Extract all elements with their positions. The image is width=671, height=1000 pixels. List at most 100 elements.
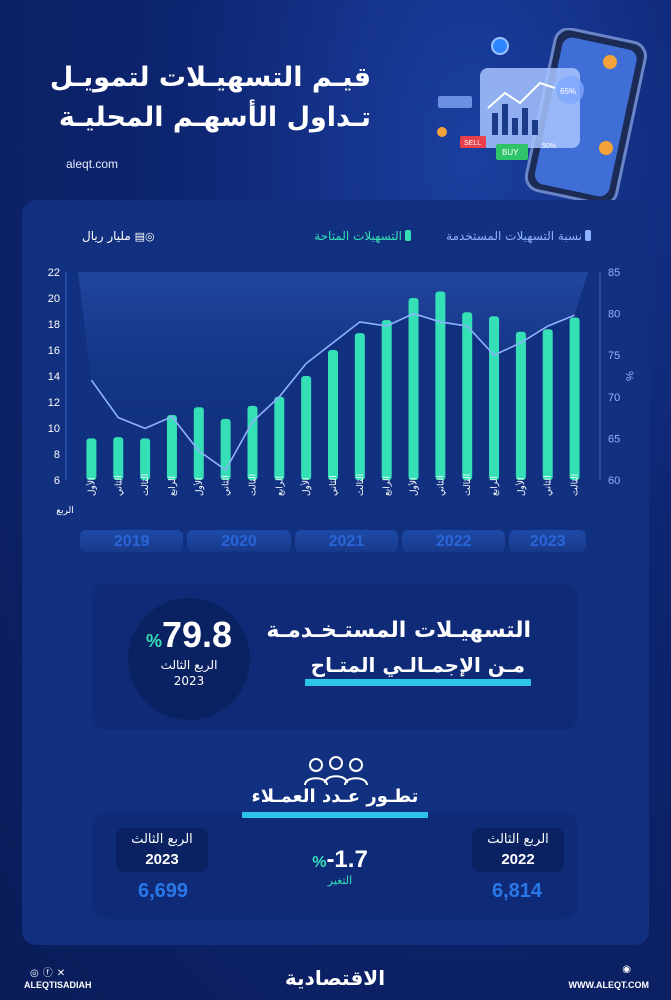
- bar-available-3: [140, 438, 151, 480]
- y-left-tick-label: 18: [48, 319, 60, 331]
- quarter-tick-label: الأول: [515, 477, 527, 496]
- y-left-tick-label: 10: [48, 423, 60, 435]
- y-left-tick-label: 14: [48, 371, 60, 383]
- highlight-caption: التسهيـلات المستـخـدمـة مـن الإجمـالـي ا…: [266, 618, 531, 686]
- bar-available-5: [193, 407, 204, 480]
- quarter-tick-label: الأول: [193, 477, 205, 496]
- legend-available-swatch: [405, 230, 411, 241]
- users-icon: [304, 756, 368, 786]
- website-link[interactable]: WWW.ALEQT.COM: [568, 980, 650, 990]
- bar-line-chart: 6 8 10 12 14 16 18 20 22 60 65 70 75 80 85% الأول الثاني…: [48, 267, 635, 516]
- y-right-tick-label: 80: [608, 309, 620, 321]
- buy-label: BUY: [502, 148, 519, 157]
- clients-change-value: -1.7: [326, 846, 368, 873]
- quarter-tick-label: الثالث: [248, 474, 258, 496]
- page-title: قيـم التسهيـلات لتمويـل تـداول الأسهـم ا…: [31, 58, 371, 138]
- title-line-2: تـداول الأسهـم المحليـة: [58, 102, 371, 133]
- year-group-label: 2020: [187, 530, 291, 552]
- pct-50-label: 50%: [542, 143, 556, 150]
- clients-left-quarter: الربع الثالث: [131, 832, 193, 847]
- legend-used-swatch: [585, 230, 591, 241]
- quarter-axis-label: الربع: [56, 506, 74, 516]
- quarter-tick-label: الثاني: [544, 475, 554, 496]
- y-left-tick-label: 12: [48, 397, 60, 409]
- quarter-tick-label: الثاني: [436, 475, 446, 496]
- globe-icon: ◉: [622, 964, 631, 975]
- y-right-axis-label: %: [623, 371, 635, 381]
- legend-available-label: التسهيلات المتاحة: [314, 229, 402, 243]
- bar-available-17: [515, 331, 526, 480]
- y-left-tick-label: 22: [48, 267, 60, 279]
- y-left-tick-label: 16: [48, 345, 60, 357]
- social-handle[interactable]: ALEQTISADIAH: [24, 980, 92, 990]
- bar-available-7: [247, 405, 258, 480]
- bar-available-2: [113, 437, 124, 480]
- clients-right-quarter: الربع الثالث: [487, 832, 549, 847]
- quarter-tick-label: الثاني: [114, 475, 124, 496]
- bar-available-4: [166, 415, 177, 480]
- y-right-tick-label: 65: [608, 433, 620, 445]
- site-url: aleqt.com: [66, 157, 119, 171]
- y-left-tick-label: 20: [48, 293, 60, 305]
- year-group-label: 2023: [509, 530, 586, 552]
- legend-available: التسهيلات المتاحة: [314, 229, 411, 243]
- quarter-tick-label: الأول: [408, 477, 420, 496]
- legend-used-ratio: نسبة التسهيلات المستخدمة: [446, 229, 591, 243]
- y-right-tick-label: 60: [608, 475, 620, 487]
- bar-available-18: [542, 329, 553, 480]
- y-right-tick-label: 70: [608, 392, 620, 404]
- year-group-label: 2021: [294, 530, 399, 552]
- clients-right-year: 2022: [501, 851, 535, 868]
- quarter-tick-label: الثالث: [356, 474, 366, 496]
- phone-trading-illustration: SELL BUY 65% 50%: [437, 28, 647, 203]
- highlight-year: 2023: [173, 674, 205, 688]
- quarter-tick-label: الأول: [300, 477, 312, 496]
- quarter-tick-label: الأول: [85, 477, 97, 496]
- bar-available-14: [435, 291, 446, 480]
- highlight-unit: %: [145, 631, 162, 651]
- highlight-value: 79.8: [161, 614, 233, 655]
- clients-change-label: التغير: [327, 874, 353, 887]
- legend-unit-label: مليار ريال: [82, 229, 131, 243]
- legend-used-ratio-label: نسبة التسهيلات المستخدمة: [446, 229, 582, 243]
- year-group-label: 2022: [402, 530, 506, 552]
- highlight-quarter: الربع الثالث: [160, 658, 218, 672]
- year-groups: 2019 2020 2021 2022 2023: [0, 530, 671, 554]
- clients-left-value: 6,699: [138, 880, 189, 902]
- y-left-tick-label: 6: [54, 475, 60, 487]
- coins-icon: ▤◎: [134, 230, 155, 243]
- footer: ◎ⓕ✕ ALEQTISADIAH الاقتصادية ◉ WWW.ALEQT.…: [0, 958, 671, 1000]
- line-area-fill: [78, 272, 588, 471]
- clients-title-underline: [242, 812, 428, 818]
- quarter-tick-label: الثاني: [222, 475, 232, 496]
- clients-left-period: الربع الثالث 2023: [116, 828, 208, 872]
- bar-available-13: [408, 298, 419, 480]
- clients-right-period: الربع الثالث 2022: [472, 828, 564, 872]
- bar-available-8: [274, 396, 285, 480]
- y-right-tick-label: 75: [608, 350, 620, 362]
- quarter-tick-label: الرابع: [275, 476, 285, 496]
- clients-change: %-1.7 التغير: [300, 846, 380, 887]
- quarter-tick-label: الثالث: [141, 474, 151, 496]
- bar-available-16: [489, 316, 500, 480]
- highlight-value-row: %79.8: [128, 614, 250, 656]
- bar-available-12: [381, 320, 392, 480]
- y-left-tick-label: 8: [54, 449, 60, 461]
- clients-title: تطـور عـدد العمـلاء: [251, 786, 419, 807]
- title-line-1: قيـم التسهيـلات لتمويـل: [49, 62, 371, 93]
- quarter-tick-label: الثاني: [329, 475, 339, 496]
- highlight-caption-line1: التسهيـلات المستـخـدمـة: [266, 618, 531, 643]
- pct-65-label: 65%: [560, 87, 576, 96]
- highlight-caption-line2: مـن الإجمـالـي المتـاح: [304, 653, 531, 686]
- bar-available-19: [569, 317, 580, 480]
- y-right-tick-label: 85: [608, 267, 620, 279]
- social-icons[interactable]: ◎ⓕ✕: [30, 968, 70, 979]
- clients-change-unit: %: [312, 854, 327, 871]
- quarter-tick-label: الرابع: [383, 476, 393, 496]
- brand-logo: الاقتصادية: [284, 966, 386, 990]
- bar-available-1: [86, 438, 97, 480]
- bar-available-11: [354, 333, 365, 480]
- sell-label: SELL: [464, 140, 481, 147]
- quarter-tick-label: الرابع: [168, 476, 178, 496]
- bar-available-15: [462, 312, 473, 480]
